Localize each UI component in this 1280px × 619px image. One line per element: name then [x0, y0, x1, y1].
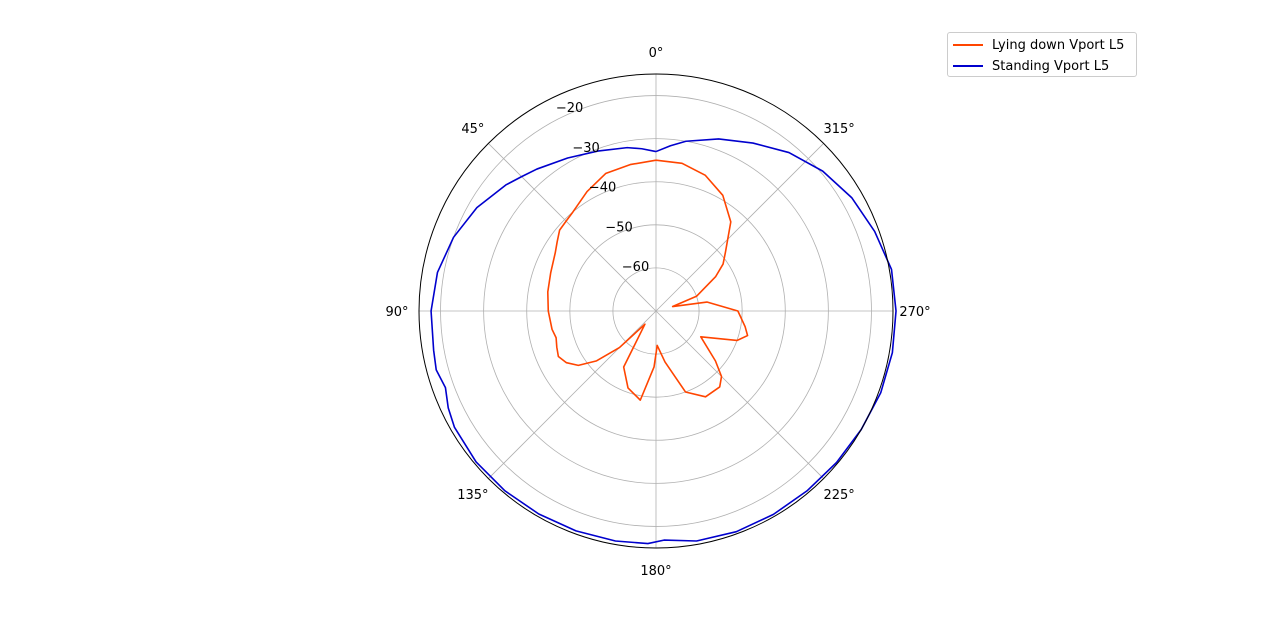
- polar-spine: [418, 73, 894, 549]
- theta-tick-label: 315°: [823, 122, 854, 137]
- theta-tick-label: 180°: [640, 564, 671, 579]
- theta-tick-label: 135°: [457, 488, 488, 503]
- theta-tick-label: 45°: [461, 122, 484, 137]
- legend-swatch-standing: [953, 65, 983, 67]
- r-tick-label: −20: [556, 101, 583, 116]
- tick-labels: 0° 45° 90° 135° 180° 225° 270° 315° −20 −30 −40 −50…: [385, 46, 930, 579]
- series-layer: [430, 138, 897, 545]
- r-tick-label: −60: [622, 260, 649, 275]
- r-gridline: [440, 95, 872, 527]
- polar-frame: [418, 73, 894, 549]
- r-tick-label: −50: [605, 220, 632, 235]
- r-tick-label: −30: [572, 141, 599, 156]
- legend-label-standing: Standing Vport L5: [992, 58, 1110, 74]
- r-gridline: [569, 224, 743, 398]
- theta-tick-label: 270°: [899, 305, 930, 320]
- theta-gridline: [655, 143, 824, 312]
- legend: Lying down Vport L5 Standing Vport L5: [947, 32, 1137, 77]
- legend-swatch-lying-down: [953, 44, 983, 46]
- legend-item-standing: Standing Vport L5: [948, 56, 1136, 76]
- theta-gridline: [488, 143, 657, 312]
- r-gridline: [483, 138, 829, 484]
- series-line-standing: [430, 138, 897, 545]
- legend-label-lying-down: Lying down Vport L5: [992, 37, 1125, 53]
- grid: [419, 74, 893, 548]
- series-line-lying-down: [546, 159, 749, 401]
- theta-tick-label: 90°: [385, 305, 408, 320]
- theta-gridline: [655, 310, 824, 479]
- legend-item-lying-down: Lying down Vport L5: [948, 35, 1136, 55]
- theta-tick-label: 225°: [823, 488, 854, 503]
- r-gridline: [526, 181, 786, 441]
- theta-tick-label: 0°: [649, 46, 664, 61]
- r-tick-label: −40: [589, 181, 616, 196]
